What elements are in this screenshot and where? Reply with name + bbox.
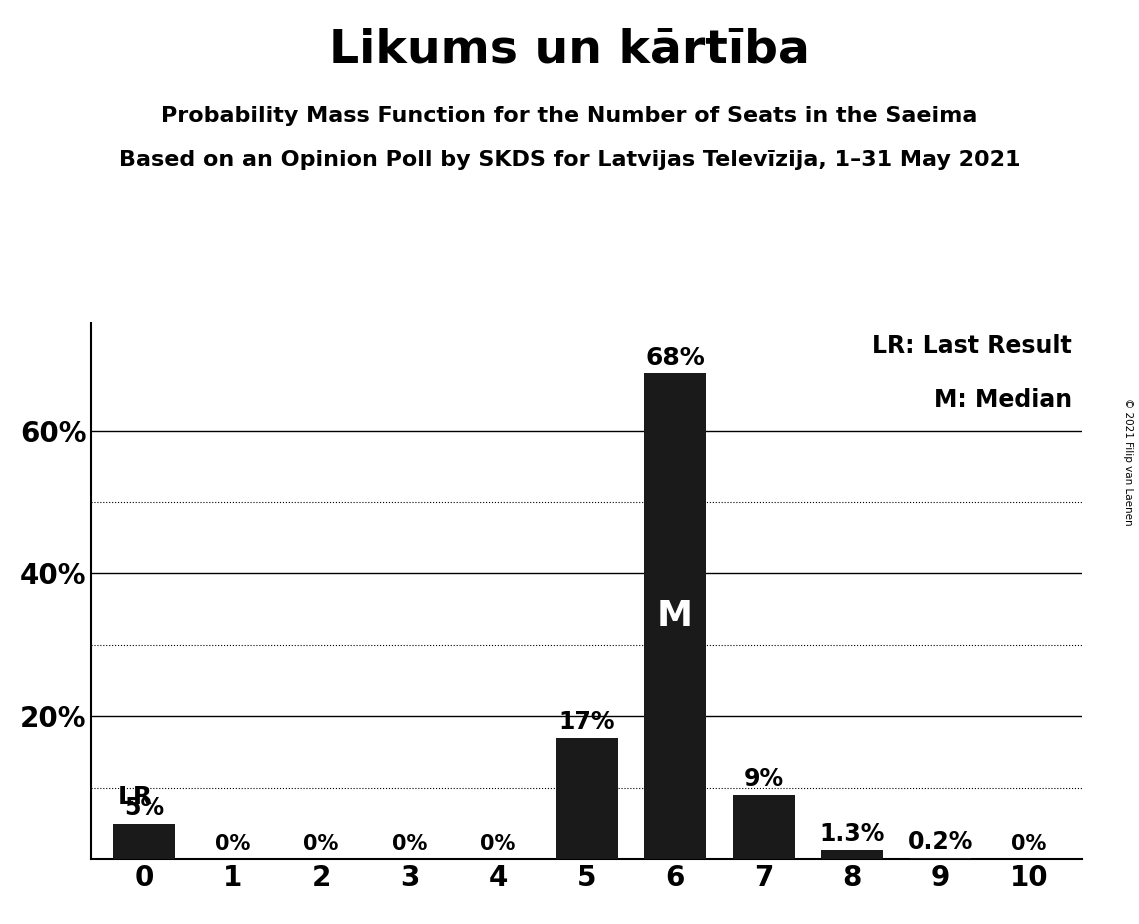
Bar bbox=[644, 373, 706, 859]
Text: 17%: 17% bbox=[558, 711, 615, 735]
Text: 0%: 0% bbox=[303, 833, 338, 854]
Text: © 2021 Filip van Laenen: © 2021 Filip van Laenen bbox=[1123, 398, 1133, 526]
Bar bbox=[556, 738, 617, 859]
Text: 0%: 0% bbox=[392, 833, 427, 854]
Text: 9%: 9% bbox=[744, 768, 784, 792]
Text: Probability Mass Function for the Number of Seats in the Saeima: Probability Mass Function for the Number… bbox=[162, 106, 977, 127]
Text: M: Median: M: Median bbox=[934, 388, 1072, 412]
Text: 0%: 0% bbox=[1011, 833, 1047, 854]
Text: 5%: 5% bbox=[124, 796, 164, 820]
Text: LR: LR bbox=[117, 785, 153, 809]
Text: 0%: 0% bbox=[481, 833, 516, 854]
Text: M: M bbox=[657, 600, 693, 633]
Bar bbox=[910, 857, 972, 859]
Text: 0.2%: 0.2% bbox=[908, 831, 973, 855]
Text: 1.3%: 1.3% bbox=[819, 822, 885, 846]
Text: Based on an Opinion Poll by SKDS for Latvijas Televīzija, 1–31 May 2021: Based on an Opinion Poll by SKDS for Lat… bbox=[118, 150, 1021, 170]
Text: 68%: 68% bbox=[645, 346, 705, 370]
Bar bbox=[732, 795, 795, 859]
Text: LR: Last Result: LR: Last Result bbox=[872, 334, 1072, 359]
Bar bbox=[113, 823, 175, 859]
Text: Likums un kārtība: Likums un kārtība bbox=[329, 28, 810, 73]
Bar bbox=[821, 850, 883, 859]
Text: 0%: 0% bbox=[215, 833, 251, 854]
